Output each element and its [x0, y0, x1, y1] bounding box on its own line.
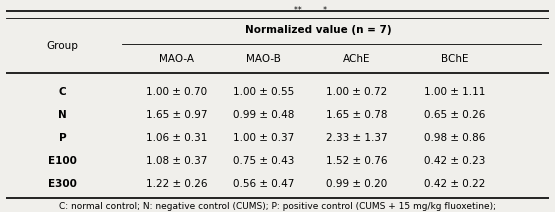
Text: E300: E300 [48, 179, 77, 189]
Text: 0.99 ± 0.48: 0.99 ± 0.48 [233, 110, 295, 120]
Text: **         *: ** * [294, 6, 327, 15]
Text: 0.99 ± 0.20: 0.99 ± 0.20 [326, 179, 387, 189]
Text: MAO-A: MAO-A [159, 54, 194, 64]
Text: N: N [58, 110, 67, 120]
Text: 0.75 ± 0.43: 0.75 ± 0.43 [233, 156, 295, 166]
Text: 0.65 ± 0.26: 0.65 ± 0.26 [423, 110, 485, 120]
Text: 1.65 ± 0.78: 1.65 ± 0.78 [326, 110, 387, 120]
Text: 1.00 ± 0.37: 1.00 ± 0.37 [233, 133, 295, 143]
Text: 0.56 ± 0.47: 0.56 ± 0.47 [233, 179, 295, 189]
Text: 1.22 ± 0.26: 1.22 ± 0.26 [146, 179, 208, 189]
Text: Normalized value (n = 7): Normalized value (n = 7) [245, 25, 392, 35]
Text: BChE: BChE [441, 54, 468, 64]
Text: C: C [59, 88, 67, 98]
Text: 2.33 ± 1.37: 2.33 ± 1.37 [326, 133, 387, 143]
Text: C: normal control; N: negative control (CUMS); P: positive control (CUMS + 15 mg: C: normal control; N: negative control (… [59, 202, 496, 211]
Text: 1.65 ± 0.97: 1.65 ± 0.97 [146, 110, 208, 120]
Text: P: P [59, 133, 67, 143]
Text: 0.42 ± 0.23: 0.42 ± 0.23 [423, 156, 485, 166]
Text: AChE: AChE [342, 54, 370, 64]
Text: 1.00 ± 0.72: 1.00 ± 0.72 [326, 88, 387, 98]
Text: 1.00 ± 0.70: 1.00 ± 0.70 [147, 88, 208, 98]
Text: MAO-B: MAO-B [246, 54, 281, 64]
Text: 1.00 ± 1.11: 1.00 ± 1.11 [423, 88, 485, 98]
Text: 1.00 ± 0.55: 1.00 ± 0.55 [233, 88, 295, 98]
Text: 0.98 ± 0.86: 0.98 ± 0.86 [423, 133, 485, 143]
Text: 1.06 ± 0.31: 1.06 ± 0.31 [146, 133, 208, 143]
Text: 1.52 ± 0.76: 1.52 ± 0.76 [326, 156, 387, 166]
Text: Group: Group [47, 41, 79, 51]
Text: E100: E100 [48, 156, 77, 166]
Text: 0.42 ± 0.22: 0.42 ± 0.22 [423, 179, 485, 189]
Text: 1.08 ± 0.37: 1.08 ± 0.37 [146, 156, 208, 166]
